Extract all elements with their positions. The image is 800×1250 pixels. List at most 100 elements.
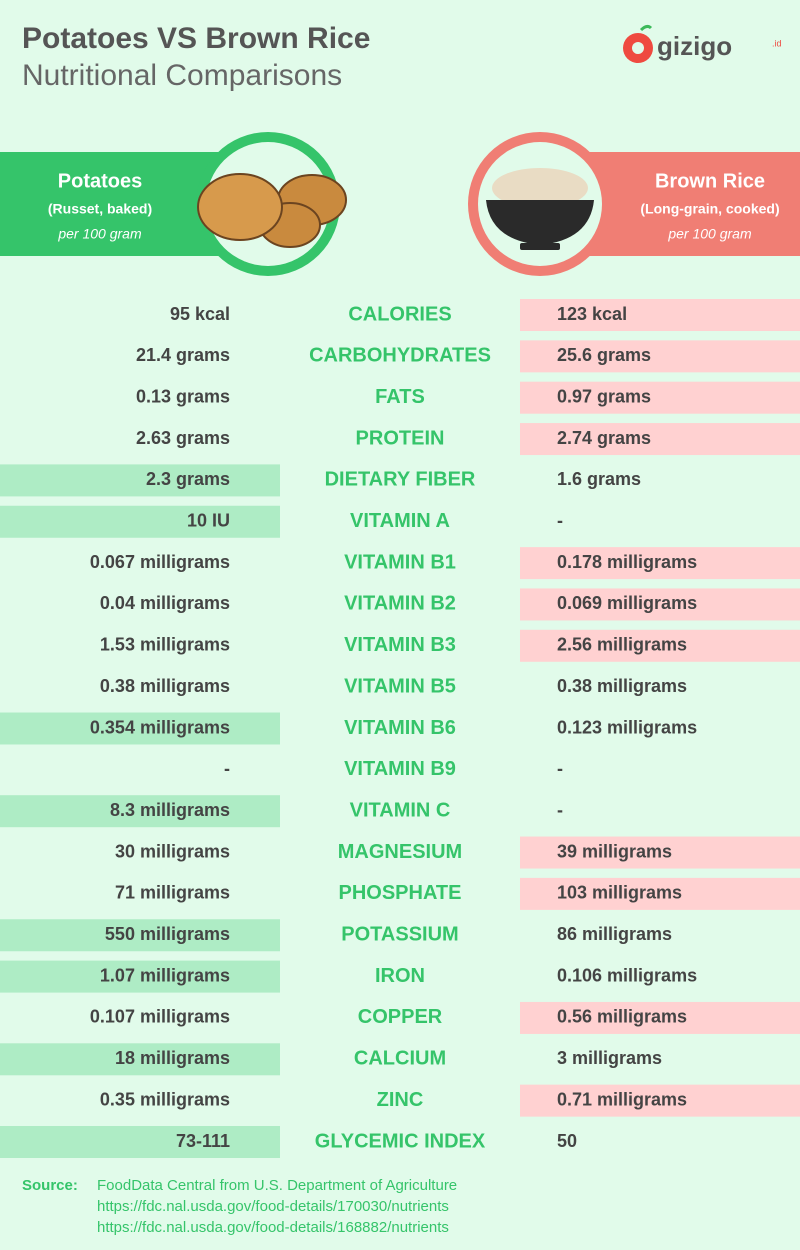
rice xyxy=(492,168,588,208)
potatoes-value: 1.07 milligrams xyxy=(100,965,230,985)
brown-rice-value: 0.97 grams xyxy=(557,386,651,406)
logo: gizigo .id xyxy=(623,24,782,63)
brown-rice-value: - xyxy=(557,759,563,779)
left-highlight xyxy=(0,795,280,828)
left-highlight xyxy=(0,464,280,497)
logo-text: gizigo xyxy=(657,31,732,61)
nutrient-name: IRON xyxy=(375,965,425,987)
left-highlight xyxy=(0,1126,280,1158)
potatoes-value: 0.107 milligrams xyxy=(90,1007,230,1027)
brown-rice-value: 3 milligrams xyxy=(557,1048,662,1068)
potatoes-value: 0.354 milligrams xyxy=(90,717,230,737)
potatoes-value: 2.3 grams xyxy=(146,469,230,489)
brown-rice-value: 0.178 milligrams xyxy=(557,552,697,572)
right-highlight xyxy=(520,1001,800,1034)
source-line: https://fdc.nal.usda.gov/food-details/17… xyxy=(97,1198,449,1215)
left-highlight xyxy=(0,505,280,538)
right-highlight xyxy=(520,381,800,414)
nutrient-name: GLYCEMIC INDEX xyxy=(315,1130,486,1152)
potatoes-value: - xyxy=(224,759,230,779)
nutrient-name: VITAMIN B2 xyxy=(344,593,456,615)
nutrient-name: VITAMIN A xyxy=(350,510,450,532)
potatoes-value: 21.4 grams xyxy=(136,345,230,365)
brown-rice-value: 0.106 milligrams xyxy=(557,965,697,985)
left-highlight xyxy=(0,712,280,745)
left-highlight xyxy=(0,1043,280,1076)
brown-rice-value: - xyxy=(557,511,563,531)
potatoes-value: 0.35 milligrams xyxy=(100,1089,230,1109)
potato xyxy=(197,173,283,241)
nutrient-name: MAGNESIUM xyxy=(338,841,462,863)
brown-rice-value: 2.74 grams xyxy=(557,428,651,448)
right-highlight xyxy=(520,547,800,580)
potatoes-value: 30 milligrams xyxy=(115,841,230,861)
nutrient-name: VITAMIN B5 xyxy=(344,675,456,697)
nutrient-name: CALORIES xyxy=(348,303,451,325)
potatoes-value: 8.3 milligrams xyxy=(110,800,230,820)
brown-rice-value: 0.123 milligrams xyxy=(557,717,697,737)
potatoes-value: 95 kcal xyxy=(170,304,230,324)
right-name: Brown Rice xyxy=(655,170,765,192)
source-line: https://fdc.nal.usda.gov/food-details/16… xyxy=(97,1219,449,1236)
left-highlight xyxy=(0,919,280,952)
potatoes-value: 18 milligrams xyxy=(115,1048,230,1068)
brown-rice-value: 86 milligrams xyxy=(557,924,672,944)
brown-rice-value: 0.069 milligrams xyxy=(557,593,697,613)
nutrient-name: PROTEIN xyxy=(356,427,445,449)
potatoes-value: 0.13 grams xyxy=(136,386,230,406)
source-line: FoodData Central from U.S. Department of… xyxy=(97,1177,457,1194)
right-highlight xyxy=(520,1084,800,1117)
rice-bowl-illustration xyxy=(486,168,594,250)
potatoes-value: 0.067 milligrams xyxy=(90,552,230,572)
nutrient-name: CARBOHYDRATES xyxy=(309,345,491,367)
potatoes-value: 0.04 milligrams xyxy=(100,593,230,613)
brown-rice-value: 25.6 grams xyxy=(557,345,651,365)
potatoes-value: 10 IU xyxy=(187,511,230,531)
right-highlight xyxy=(520,588,800,621)
nutrient-name: ZINC xyxy=(377,1089,424,1111)
brown-rice-value: 0.71 milligrams xyxy=(557,1089,687,1109)
nutrient-name: POTASSIUM xyxy=(341,924,458,946)
potato-illustration xyxy=(197,173,347,248)
nutrient-name: VITAMIN B9 xyxy=(344,758,456,780)
bowl xyxy=(486,200,594,245)
right-highlight xyxy=(520,340,800,373)
right-highlight xyxy=(520,423,800,456)
source-label: Source: xyxy=(22,1177,78,1194)
nutrient-name: CALCIUM xyxy=(354,1048,446,1070)
potatoes-value: 550 milligrams xyxy=(105,924,230,944)
potatoes-value: 73-111 xyxy=(176,1131,230,1151)
brown-rice-value: - xyxy=(557,800,563,820)
potatoes-value: 71 milligrams xyxy=(115,883,230,903)
nutrient-name: DIETARY FIBER xyxy=(325,469,476,491)
subtitle: Nutritional Comparisons xyxy=(22,59,342,92)
left-serving: per 100 gram xyxy=(57,226,142,242)
nutrient-name: VITAMIN B1 xyxy=(344,551,456,573)
brown-rice-value: 50 xyxy=(557,1131,577,1151)
logo-suffix: .id xyxy=(772,38,782,48)
comparison-rows: 95 kcal CALORIES 123 kcal 21.4 grams CARBOHY… xyxy=(0,299,800,1158)
brown-rice-value: 103 milligrams xyxy=(557,883,682,903)
potatoes-value: 1.53 milligrams xyxy=(100,635,230,655)
left-variant: (Russet, baked) xyxy=(48,201,152,217)
source-lines: FoodData Central from U.S. Department of… xyxy=(97,1177,457,1236)
brown-rice-value: 0.38 milligrams xyxy=(557,676,687,696)
brown-rice-value: 123 kcal xyxy=(557,304,627,324)
bowl-base xyxy=(520,243,560,250)
nutrient-name: VITAMIN B6 xyxy=(344,717,456,739)
brown-rice-value: 2.56 milligrams xyxy=(557,635,687,655)
nutrient-name: VITAMIN C xyxy=(350,799,451,821)
nutrient-name: VITAMIN B3 xyxy=(344,634,456,656)
right-highlight xyxy=(520,299,800,331)
left-highlight xyxy=(0,960,280,993)
nutrient-name: COPPER xyxy=(358,1006,443,1028)
right-highlight xyxy=(520,877,800,910)
logo-leaf xyxy=(639,24,653,32)
left-name: Potatoes xyxy=(58,170,142,192)
nutrient-name: PHOSPHATE xyxy=(339,882,462,904)
nutrient-name: FATS xyxy=(375,386,425,408)
brown-rice-value: 0.56 milligrams xyxy=(557,1007,687,1027)
right-variant: (Long-grain, cooked) xyxy=(640,201,779,217)
potatoes-value: 2.63 grams xyxy=(136,428,230,448)
